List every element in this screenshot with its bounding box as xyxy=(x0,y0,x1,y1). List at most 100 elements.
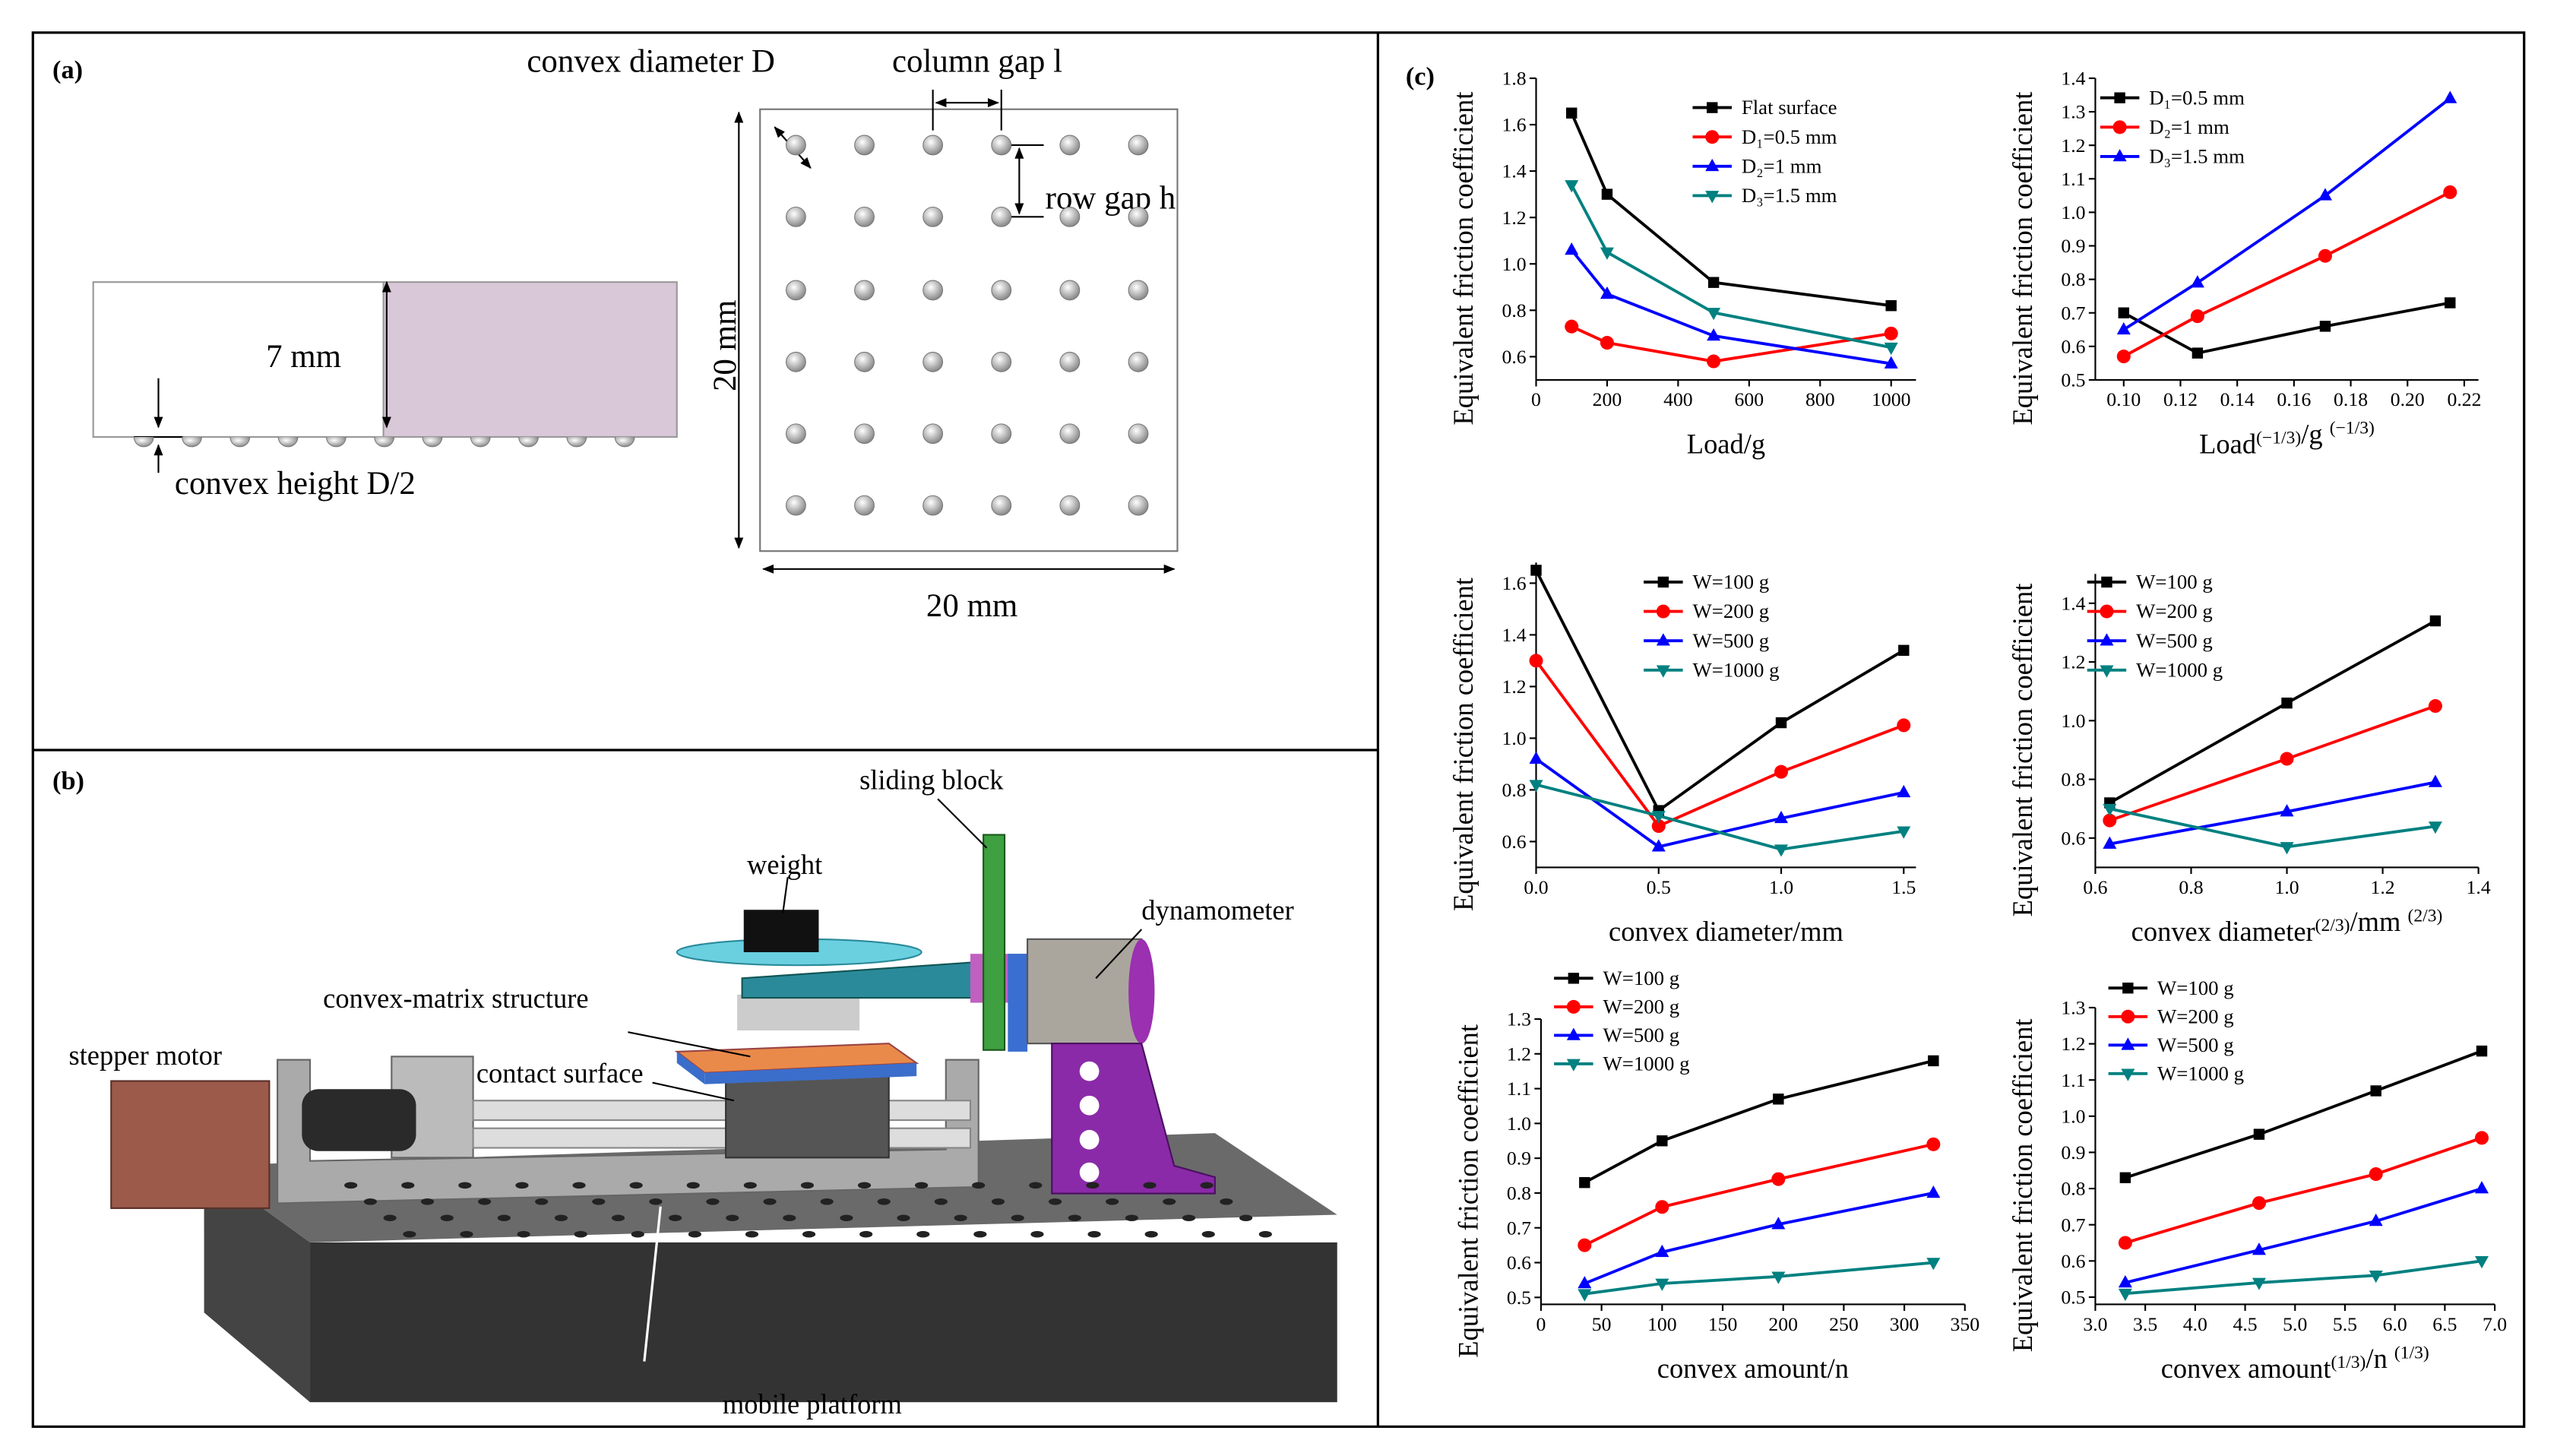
x-tick-label: 3.5 xyxy=(2133,1313,2157,1335)
hole xyxy=(403,1230,416,1238)
x-tick-label: 0.8 xyxy=(2179,876,2203,898)
series-line xyxy=(2109,780,2436,846)
y-tick-label: 1.6 xyxy=(1502,572,1526,594)
x-tick-label: 1.5 xyxy=(1891,876,1916,898)
convex-bump xyxy=(518,436,539,448)
marker xyxy=(2369,1167,2383,1182)
y-tick-label: 0.7 xyxy=(2061,302,2085,324)
y-tick-label: 0.6 xyxy=(1502,346,1526,368)
hole xyxy=(1030,1230,1044,1238)
series-line xyxy=(1570,248,1892,366)
series-line xyxy=(1536,783,1904,851)
legend-label: W=1000 g xyxy=(1603,1052,1689,1075)
charts: 0 200 400 600 800 10000.60.81.01.21.41.61.8Lo… xyxy=(1448,68,2507,1384)
series-line xyxy=(1534,569,1905,813)
marker xyxy=(1601,188,1613,200)
series-line xyxy=(1571,324,1892,363)
series-line xyxy=(1570,112,1891,308)
marker xyxy=(2476,1045,2488,1057)
hole xyxy=(517,1230,530,1238)
marker xyxy=(1657,576,1669,588)
convex xyxy=(991,135,1012,156)
chart: 0.0 0.5 1.0 1.5 0.6 0.8 1.0 1.2 1.4 1.6 convex dia… xyxy=(1448,562,1916,947)
annotation: convex-matrix structure xyxy=(323,983,588,1014)
y-tick-label: 1.4 xyxy=(1502,160,1526,182)
y-tick-label: 0.8 xyxy=(1507,1182,1531,1204)
hole xyxy=(669,1214,682,1222)
convex xyxy=(785,495,806,516)
hole xyxy=(1163,1198,1176,1205)
marker xyxy=(1651,811,1666,824)
marker xyxy=(2475,1131,2489,1145)
x-axis-label: convex diameter/mm xyxy=(1609,916,1843,947)
x-tick-label: 0.0 xyxy=(1524,876,1548,898)
hole xyxy=(1029,1182,1043,1189)
hole xyxy=(1087,1230,1101,1238)
convex-bump xyxy=(325,436,347,448)
hole xyxy=(1220,1198,1233,1205)
y-tick-label: 0.8 xyxy=(2061,768,2085,790)
hole xyxy=(460,1230,473,1238)
marker xyxy=(2118,1274,2132,1288)
convex xyxy=(991,351,1012,372)
convex xyxy=(785,280,806,301)
marker xyxy=(2116,321,2131,335)
annotation: 7 mm xyxy=(266,339,341,375)
leader-line xyxy=(937,798,988,849)
hole xyxy=(592,1198,606,1205)
marker xyxy=(2428,774,2442,787)
convex xyxy=(1128,495,1149,516)
convex xyxy=(922,280,944,301)
hole xyxy=(497,1214,511,1222)
marker xyxy=(2103,803,2117,817)
convex xyxy=(1128,280,1149,301)
convex xyxy=(785,206,806,227)
marker xyxy=(2370,1085,2381,1097)
y-tick-label: 1.1 xyxy=(2061,168,2085,190)
y-tick-label: 0.9 xyxy=(2061,1141,2085,1163)
x-tick-label: 300 xyxy=(1890,1313,1919,1335)
marker xyxy=(2103,836,2117,849)
leader-line xyxy=(628,1031,751,1058)
marker xyxy=(2428,821,2442,834)
y-tick-label: 0.7 xyxy=(2061,1214,2085,1236)
y-tick-label: 0.6 xyxy=(2061,335,2085,357)
hole xyxy=(915,1182,929,1189)
marker xyxy=(1656,604,1670,619)
x-axis-label: Load/g xyxy=(1687,429,1765,459)
x-axis-label: convex amount(1/3)/n (1/3) xyxy=(2161,1343,2429,1384)
marker xyxy=(1566,999,1581,1014)
convex xyxy=(1059,280,1081,301)
x-tick-label: 250 xyxy=(1829,1313,1859,1335)
marker xyxy=(2369,1214,2383,1227)
hole xyxy=(991,1198,1005,1205)
marker xyxy=(2121,1068,2135,1081)
hole xyxy=(383,1214,397,1222)
marker xyxy=(2119,1172,2131,1183)
marker xyxy=(2121,1009,2135,1024)
x-tick-label: 1.0 xyxy=(1769,876,1793,898)
convex-bump xyxy=(422,436,443,448)
marker xyxy=(2100,665,2114,678)
marker xyxy=(1578,1276,1592,1289)
hole xyxy=(972,1182,986,1189)
y-tick-label: 1.2 xyxy=(1502,207,1526,229)
hole xyxy=(897,1214,910,1222)
legend-label: W=1000 g xyxy=(1692,658,1779,681)
convex xyxy=(922,206,944,227)
marker xyxy=(2112,120,2127,135)
legend-label: Flat surface xyxy=(1742,96,1837,119)
hole xyxy=(973,1230,987,1238)
y-tick-label: 1.2 xyxy=(1502,676,1526,698)
chart: 0 200 400 600 800 1000 0.6 0.8 1.0 1.2 1.4 1.6 1.8 Lo… xyxy=(1448,68,1916,459)
annotation: convex diameter D xyxy=(527,43,774,79)
marker xyxy=(1600,247,1614,260)
series-line xyxy=(2122,97,2451,331)
hole xyxy=(401,1182,415,1189)
x-tick-label: 7.0 xyxy=(2483,1313,2507,1335)
rod xyxy=(472,1100,972,1122)
y-tick-label: 1.1 xyxy=(2061,1069,2085,1091)
x-tick-label: 0.22 xyxy=(2447,388,2481,410)
x-tick-label: 50 xyxy=(1592,1313,1612,1335)
